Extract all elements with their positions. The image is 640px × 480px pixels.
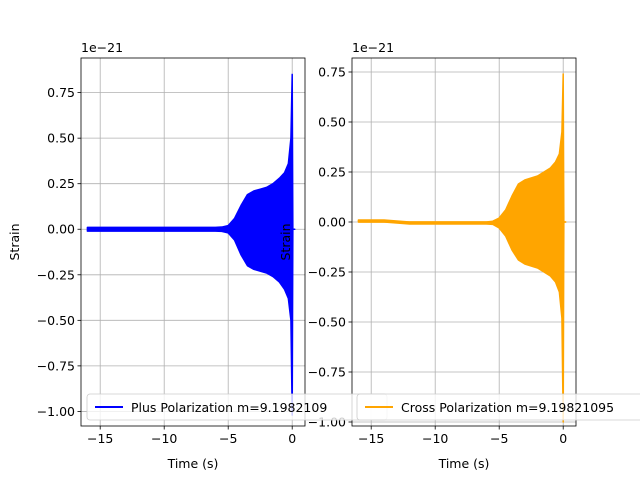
y-tick-label: 0.50 xyxy=(47,131,75,146)
x-tick-label: −5 xyxy=(219,431,237,446)
y-tick-label: −0.75 xyxy=(308,365,346,380)
axes-frame xyxy=(351,57,577,427)
y-tick-label: 0.25 xyxy=(318,165,346,180)
offset-text: 1e−21 xyxy=(81,40,123,55)
y-axis-label: Strain xyxy=(278,223,293,260)
y-tick-label: −0.50 xyxy=(308,315,346,330)
y-tick-label: 0.75 xyxy=(318,65,346,80)
x-tick-label: −10 xyxy=(422,431,448,446)
x-tick-label: 0 xyxy=(559,431,567,446)
y-tick-label: 0.00 xyxy=(318,215,346,230)
subplot-2: −15 −10 −5 0−1.00−0.75−0.50−0.250.000.250.5… xyxy=(278,40,577,471)
legend-2: Cross Polarization m=9.19821095 xyxy=(356,393,640,421)
legend-label: Cross Polarization m=9.19821095 xyxy=(401,400,614,415)
y-axis-label: Strain xyxy=(7,223,22,260)
y-tick-label: −1.00 xyxy=(37,404,75,419)
y-tick-label: −0.25 xyxy=(308,265,346,280)
x-tick-label: −15 xyxy=(358,431,384,446)
x-tick-label: 0 xyxy=(288,431,296,446)
x-tick-label: −15 xyxy=(87,431,113,446)
x-axis-label: Time (s) xyxy=(167,456,219,471)
y-tick-label: −0.75 xyxy=(37,358,75,373)
y-tick-label: 0.25 xyxy=(47,176,75,191)
legend-box xyxy=(356,393,640,421)
y-tick-label: −0.25 xyxy=(37,267,75,282)
legend-1: Plus Polarization m=9.1982109 xyxy=(86,393,388,421)
x-tick-label: −5 xyxy=(490,431,508,446)
y-tick-label: 0.50 xyxy=(318,115,346,130)
y-tick-label: 0.00 xyxy=(47,222,75,237)
legend-label: Plus Polarization m=9.1982109 xyxy=(131,400,327,415)
y-tick-label: −0.50 xyxy=(37,313,75,328)
y-tick-label: 0.75 xyxy=(47,85,75,100)
x-tick-label: −10 xyxy=(151,431,177,446)
x-axis-label: Time (s) xyxy=(438,456,490,471)
subplot-1: −15 −10 −5 0 −1.00 −0.75 −0.50 −0.25 0.00 0.25 0.5… xyxy=(7,40,306,471)
offset-text: 1e−21 xyxy=(352,40,394,55)
axes-frame xyxy=(80,57,306,427)
